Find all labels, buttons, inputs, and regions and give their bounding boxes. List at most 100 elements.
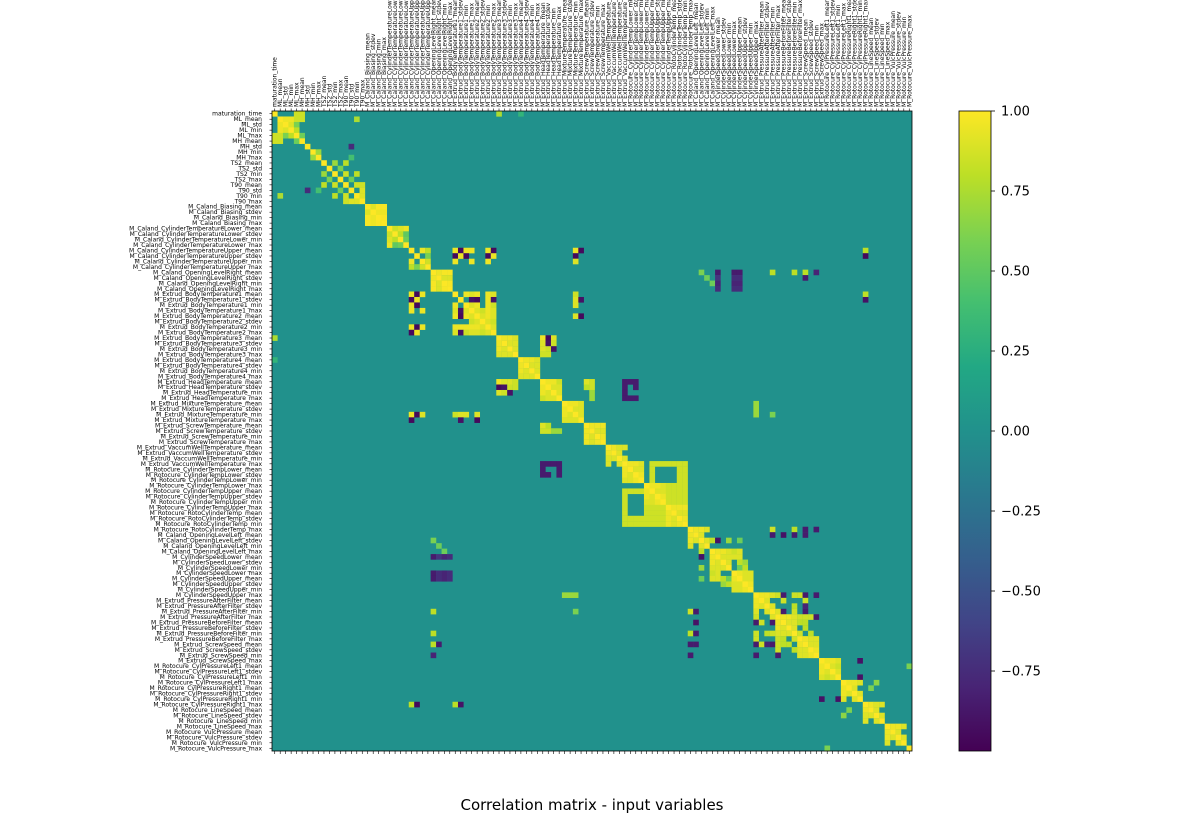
heatmap-cell (698, 548, 705, 555)
heatmap-cell (310, 149, 316, 155)
heatmap-cell (540, 466, 546, 473)
heatmap-cell (682, 515, 688, 522)
colorbar-tick-label: 1.00 (1001, 105, 1030, 120)
y-tick-label: M_Extrud_BodyTemperature3_max (158, 351, 262, 358)
y-tick-label: M_Caland_Biasing_mean (188, 204, 262, 211)
y-tick-label: M_Extrud_VaccumWellTemperature_max (141, 461, 263, 468)
heatmap-cell (698, 543, 705, 549)
heatmap-cell (583, 439, 590, 445)
x-tick-label: T90_min (354, 81, 361, 108)
heatmap-cell (682, 504, 688, 511)
heatmap-cell (753, 614, 759, 620)
heatmap-cell (643, 515, 650, 522)
heatmap-cell (272, 335, 278, 341)
heatmap-cell (687, 608, 694, 615)
heatmap-cell (594, 433, 601, 440)
heatmap-cell (545, 346, 552, 352)
heatmap-cell (507, 346, 513, 352)
heatmap-cell (540, 395, 546, 402)
y-tick-label: M_Caland_OpeningLevelRight_max (157, 286, 262, 293)
heatmap-cell (507, 389, 513, 396)
heatmap-cell (736, 548, 743, 555)
y-tick-label: MH_mean (232, 138, 262, 145)
heatmap-cell (332, 182, 338, 188)
heatmap-cell (682, 466, 688, 473)
heatmap-cell (698, 575, 705, 582)
heatmap-cell (813, 526, 820, 533)
heatmap-cell (403, 236, 409, 243)
heatmap-cell (457, 296, 464, 303)
heatmap-cell (660, 510, 666, 516)
heatmap-cell (720, 575, 727, 582)
heatmap-cell (441, 275, 448, 281)
x-tick-label: M_Extrud_ScrewTemperature_stdev (589, 0, 596, 107)
heatmap-cell (622, 499, 628, 505)
x-tick-label: M_Rotocure_CylinderTempUpper_max (666, 0, 673, 107)
heatmap-cell (758, 603, 765, 609)
heatmap-cell (819, 674, 825, 681)
heatmap-cell (835, 674, 842, 681)
heatmap-cell (490, 253, 497, 259)
heatmap-cell (616, 450, 623, 456)
heatmap-cell (463, 291, 470, 298)
heatmap-cell (824, 745, 831, 752)
heatmap-cell (726, 559, 732, 566)
x-tick-label: M_Caland_OpeningLevelRight_mean (430, 0, 437, 107)
heatmap-cell (572, 313, 579, 320)
heatmap-cell (862, 701, 869, 708)
x-tick-label: M_Rotocure_LineSpeed_max (884, 21, 891, 107)
heatmap-cell (715, 570, 721, 577)
heatmap-cell (529, 373, 535, 380)
y-tick-label: M_Extrud_MixtureTemperature_mean (150, 401, 262, 408)
heatmap-cell (550, 461, 557, 467)
heatmap-cell (829, 674, 836, 681)
heatmap-cell (414, 291, 420, 298)
y-tick-label: M_Caland_CylinderTemperatureUpper_mean (129, 247, 262, 254)
y-tick-label: M_Extrud_PressureAfterFilter_max (160, 614, 262, 621)
y-tick-label: M_Caland_OpeningLevelLeft_min (163, 543, 262, 550)
heatmap-cell (518, 362, 524, 369)
heatmap-cell (879, 701, 885, 708)
heatmap-cell (802, 592, 809, 598)
y-tick-label: M_Caland_CylinderTemperatureUpper_stdev (129, 253, 262, 260)
heatmap-cell (633, 521, 639, 527)
heatmap-cell (802, 603, 809, 609)
heatmap-cell (665, 482, 672, 489)
heatmap-cell (545, 379, 552, 385)
heatmap-cell (468, 302, 475, 309)
heatmap-cell (769, 603, 776, 609)
y-tick-label: M_Extrud_MixtureTemperature_min (156, 412, 262, 419)
heatmap-cell (408, 247, 415, 254)
y-tick-label: M_CylinderSpeedLower_min (178, 565, 262, 572)
heatmap-cell (633, 384, 639, 391)
heatmap-cell (660, 504, 666, 511)
heatmap-cell (496, 340, 502, 347)
x-tick-label: M_Extrud_PressureAfterFilter_max (775, 5, 782, 107)
heatmap-cell (501, 335, 508, 341)
y-tick-label: M_Rotocure_CylinderTempLower_stdev (146, 472, 263, 479)
y-tick-label: ML_max (237, 133, 262, 140)
heatmap-cell (736, 559, 743, 566)
heatmap-cell (884, 729, 891, 735)
heatmap-cell (375, 203, 382, 210)
y-tick-label: M_Extrud_HeadTemperature_mean (157, 379, 262, 386)
heatmap-cell (578, 400, 584, 407)
heatmap-cell (392, 231, 398, 237)
heatmap-cell (736, 570, 743, 577)
heatmap-cell (490, 302, 497, 309)
x-tick-label: M_Extrud_BodyTemperature4_max (534, 3, 541, 107)
heatmap-cell (321, 171, 327, 177)
heatmap-cell (375, 220, 382, 227)
heatmap-cell (654, 488, 661, 495)
heatmap-cell (764, 592, 770, 598)
heatmap-cell (381, 209, 388, 216)
y-tick-label: M_Rotocure_LineSpeed_mean (173, 707, 262, 714)
heatmap-cell (408, 258, 415, 265)
heatmap-cell (354, 182, 360, 188)
heatmap-cell (835, 663, 842, 670)
heatmap-cell (835, 696, 842, 702)
heatmap-cell (715, 537, 721, 544)
heatmap-cell (414, 701, 420, 708)
heatmap-cell (545, 428, 552, 434)
heatmap-cell (419, 258, 426, 265)
